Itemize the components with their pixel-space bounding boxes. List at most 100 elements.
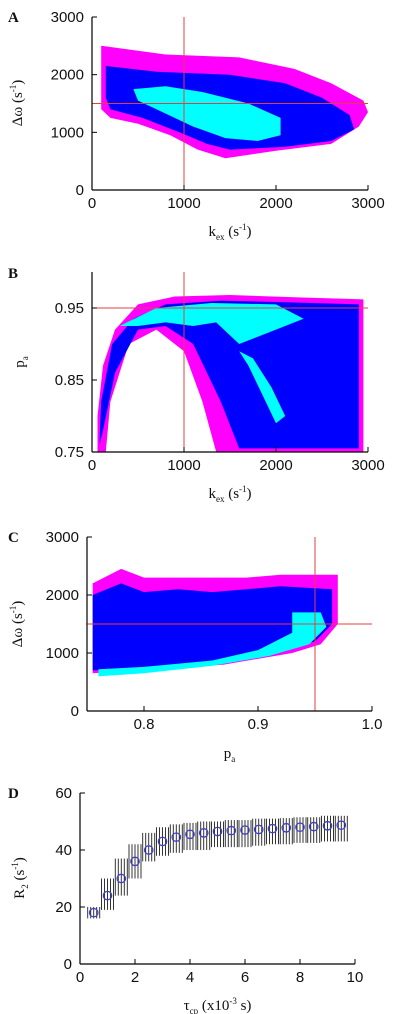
y-tick-label: 0.95 (55, 300, 84, 317)
x-tick-label: 1000 (167, 457, 200, 474)
y-tick-label: 0 (76, 182, 84, 199)
data-point (240, 825, 250, 835)
data-point (295, 822, 305, 833)
x-tick-label: 6 (241, 969, 249, 986)
y-tick-label: 0 (64, 956, 72, 973)
plot-area (92, 272, 368, 452)
y-tick-label: 2000 (51, 67, 84, 84)
region-inner (119, 303, 304, 344)
y-axis-label-sub: a (20, 356, 30, 360)
plot-area (87, 815, 348, 919)
x-tick-label: 1.0 (362, 716, 383, 733)
y-axis-label-unit_pre: (s (10, 92, 26, 107)
x-tick-label: 2000 (259, 457, 292, 474)
panel-c: C 0.8 0.9 1.0 0 1000 2000 3000 pa Δω (s-1) (8, 529, 382, 764)
data-point (143, 845, 154, 855)
x-tick-label: 3000 (351, 457, 384, 474)
x-axis-label-sub: ex (216, 494, 225, 504)
data-point (157, 836, 168, 847)
x-tick-label: 0.8 (134, 716, 155, 733)
y-axis-label-unit_post: ) (10, 80, 26, 85)
region-middle (99, 300, 359, 449)
x-tick-label: 3000 (351, 195, 384, 212)
data-point (185, 829, 195, 840)
x-tick-label: 10 (347, 969, 364, 986)
y-axis-label: Δω (s-1) (8, 601, 26, 648)
y-tick-label: 0.75 (55, 444, 84, 461)
y-axis-label-unit_pre: (s (12, 870, 28, 885)
panel-label: B (8, 266, 18, 282)
data-point (102, 890, 113, 901)
data-point (88, 907, 99, 918)
x-tick-label: 1000 (167, 195, 200, 212)
y-axis-label-main: Δω (10, 107, 26, 127)
panel-label: C (8, 530, 19, 546)
x-tick-label: 0 (88, 195, 96, 212)
data-point (226, 825, 237, 836)
data-point (322, 820, 333, 831)
y-axis-label-main: p (12, 360, 28, 368)
x-tick-label: 8 (296, 969, 304, 986)
y-tick-label: 1000 (46, 645, 79, 662)
y-axis-label-main: Δω (10, 628, 26, 648)
y-tick-label: 40 (55, 842, 72, 859)
x-axis-label-sup: -1 (239, 484, 247, 494)
x-axis-label-sub: cp (190, 1006, 199, 1014)
data-point (267, 823, 278, 834)
y-tick-label: 0.85 (55, 372, 84, 389)
y-axis-label-sup: -1 (8, 85, 18, 93)
panel-label: A (8, 10, 19, 26)
x-axis-label-unit_pre: (s (224, 486, 239, 502)
y-tick-label: 20 (55, 899, 72, 916)
plot-area (92, 17, 368, 190)
x-axis-label-unit_post: ) (247, 224, 252, 240)
y-tick-label: 1000 (51, 124, 84, 141)
y-axis-label-sup: -1 (10, 862, 20, 870)
data-point (198, 828, 209, 838)
y-axis-label-unit_post: ) (12, 857, 28, 862)
y-axis-label-sup: -1 (8, 606, 18, 614)
x-axis-label: pa (224, 746, 236, 764)
region-inner (98, 612, 327, 677)
x-tick-label: 0 (88, 457, 96, 474)
x-axis-label-unit_post: s) (237, 998, 252, 1014)
data-point (212, 826, 223, 837)
x-axis-label-unit_pre: (s (224, 224, 239, 240)
x-axis-label-unit_pre: (x10 (198, 998, 229, 1014)
panel-b: B 0 1000 2000 3000 0.75 0.85 0.95 kex (s-1) pa (8, 266, 385, 504)
x-tick-label: 0 (76, 969, 84, 986)
data-point (171, 832, 182, 843)
plot-area (87, 537, 372, 711)
y-axis-label-main: R (12, 889, 28, 899)
panel-label: D (8, 786, 19, 802)
y-tick-label: 3000 (51, 9, 84, 26)
x-tick-label: 2000 (259, 195, 292, 212)
x-tick-label: 0.9 (248, 716, 269, 733)
y-axis-label-unit_pre: (s (10, 613, 26, 628)
x-axis-label-sup: -3 (229, 996, 237, 1006)
y-axis-label-sub: 2 (20, 884, 30, 889)
x-tick-label: 2 (131, 969, 139, 986)
x-axis-label: kex (s-1) (208, 484, 251, 504)
data-point (281, 822, 292, 833)
x-axis-label-main: k (208, 224, 216, 240)
data-point (308, 821, 319, 832)
y-axis-label: Δω (s-1) (8, 80, 26, 127)
data-point (336, 820, 347, 831)
x-axis-label-main: k (208, 486, 216, 502)
region-inner (239, 351, 286, 424)
x-axis-label-sub: a (231, 754, 235, 764)
x-axis-label: kex (s-1) (208, 222, 251, 242)
data-point (253, 824, 264, 835)
x-axis-label-sub: ex (216, 232, 225, 242)
x-tick-label: 4 (186, 969, 194, 986)
y-tick-label: 60 (55, 785, 72, 802)
y-tick-label: 3000 (46, 529, 79, 546)
data-point (116, 873, 127, 884)
y-axis-label: pa (12, 356, 30, 368)
x-axis-label-main: τ (184, 998, 190, 1014)
y-axis-label: R2 (s-1) (10, 857, 30, 899)
